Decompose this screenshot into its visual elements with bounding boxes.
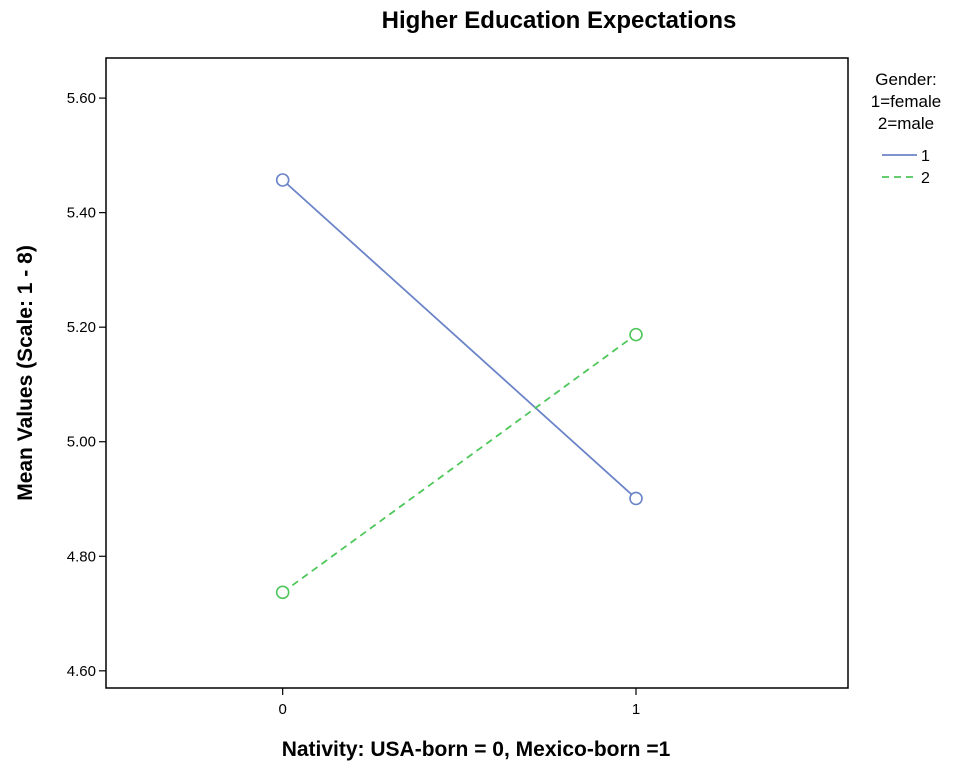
y-axis-label: Mean Values (Scale: 1 - 8)	[14, 245, 37, 501]
series-1-point	[275, 173, 290, 187]
x-tick-label: 0	[278, 701, 286, 718]
y-tick-label: 5.00	[67, 434, 96, 451]
legend: Gender: 1=female 2=male 1 2	[871, 70, 941, 187]
series-1-point	[629, 491, 643, 506]
legend-label-1: 1	[921, 148, 930, 165]
legend-title-line-2: 1=female	[871, 92, 941, 111]
x-axis-label: Nativity: USA-born = 0, Mexico-born =1	[282, 738, 671, 761]
y-tick-label: 4.60	[67, 663, 96, 680]
y-tick-label: 4.80	[67, 548, 96, 565]
y-tick-label: 5.40	[67, 205, 96, 222]
plot-area	[105, 57, 849, 689]
y-tick-label: 5.20	[67, 319, 96, 336]
series-2-line	[282, 333, 637, 594]
series-2-point	[275, 585, 290, 600]
legend-title-line-1: Gender:	[875, 70, 936, 89]
legend-title-line-3: 2=male	[878, 114, 934, 133]
y-tick-label: 5.60	[67, 90, 96, 107]
chart-title: Higher Education Expectations	[382, 7, 737, 34]
series-2-point	[629, 327, 643, 342]
series-1-line	[282, 179, 637, 500]
legend-label-2: 2	[921, 170, 930, 187]
y-axis: 4.60 4.80 5.00 5.20 5.40 5.60	[67, 90, 106, 680]
series-layer	[275, 173, 643, 600]
x-tick-label: 1	[632, 701, 640, 718]
